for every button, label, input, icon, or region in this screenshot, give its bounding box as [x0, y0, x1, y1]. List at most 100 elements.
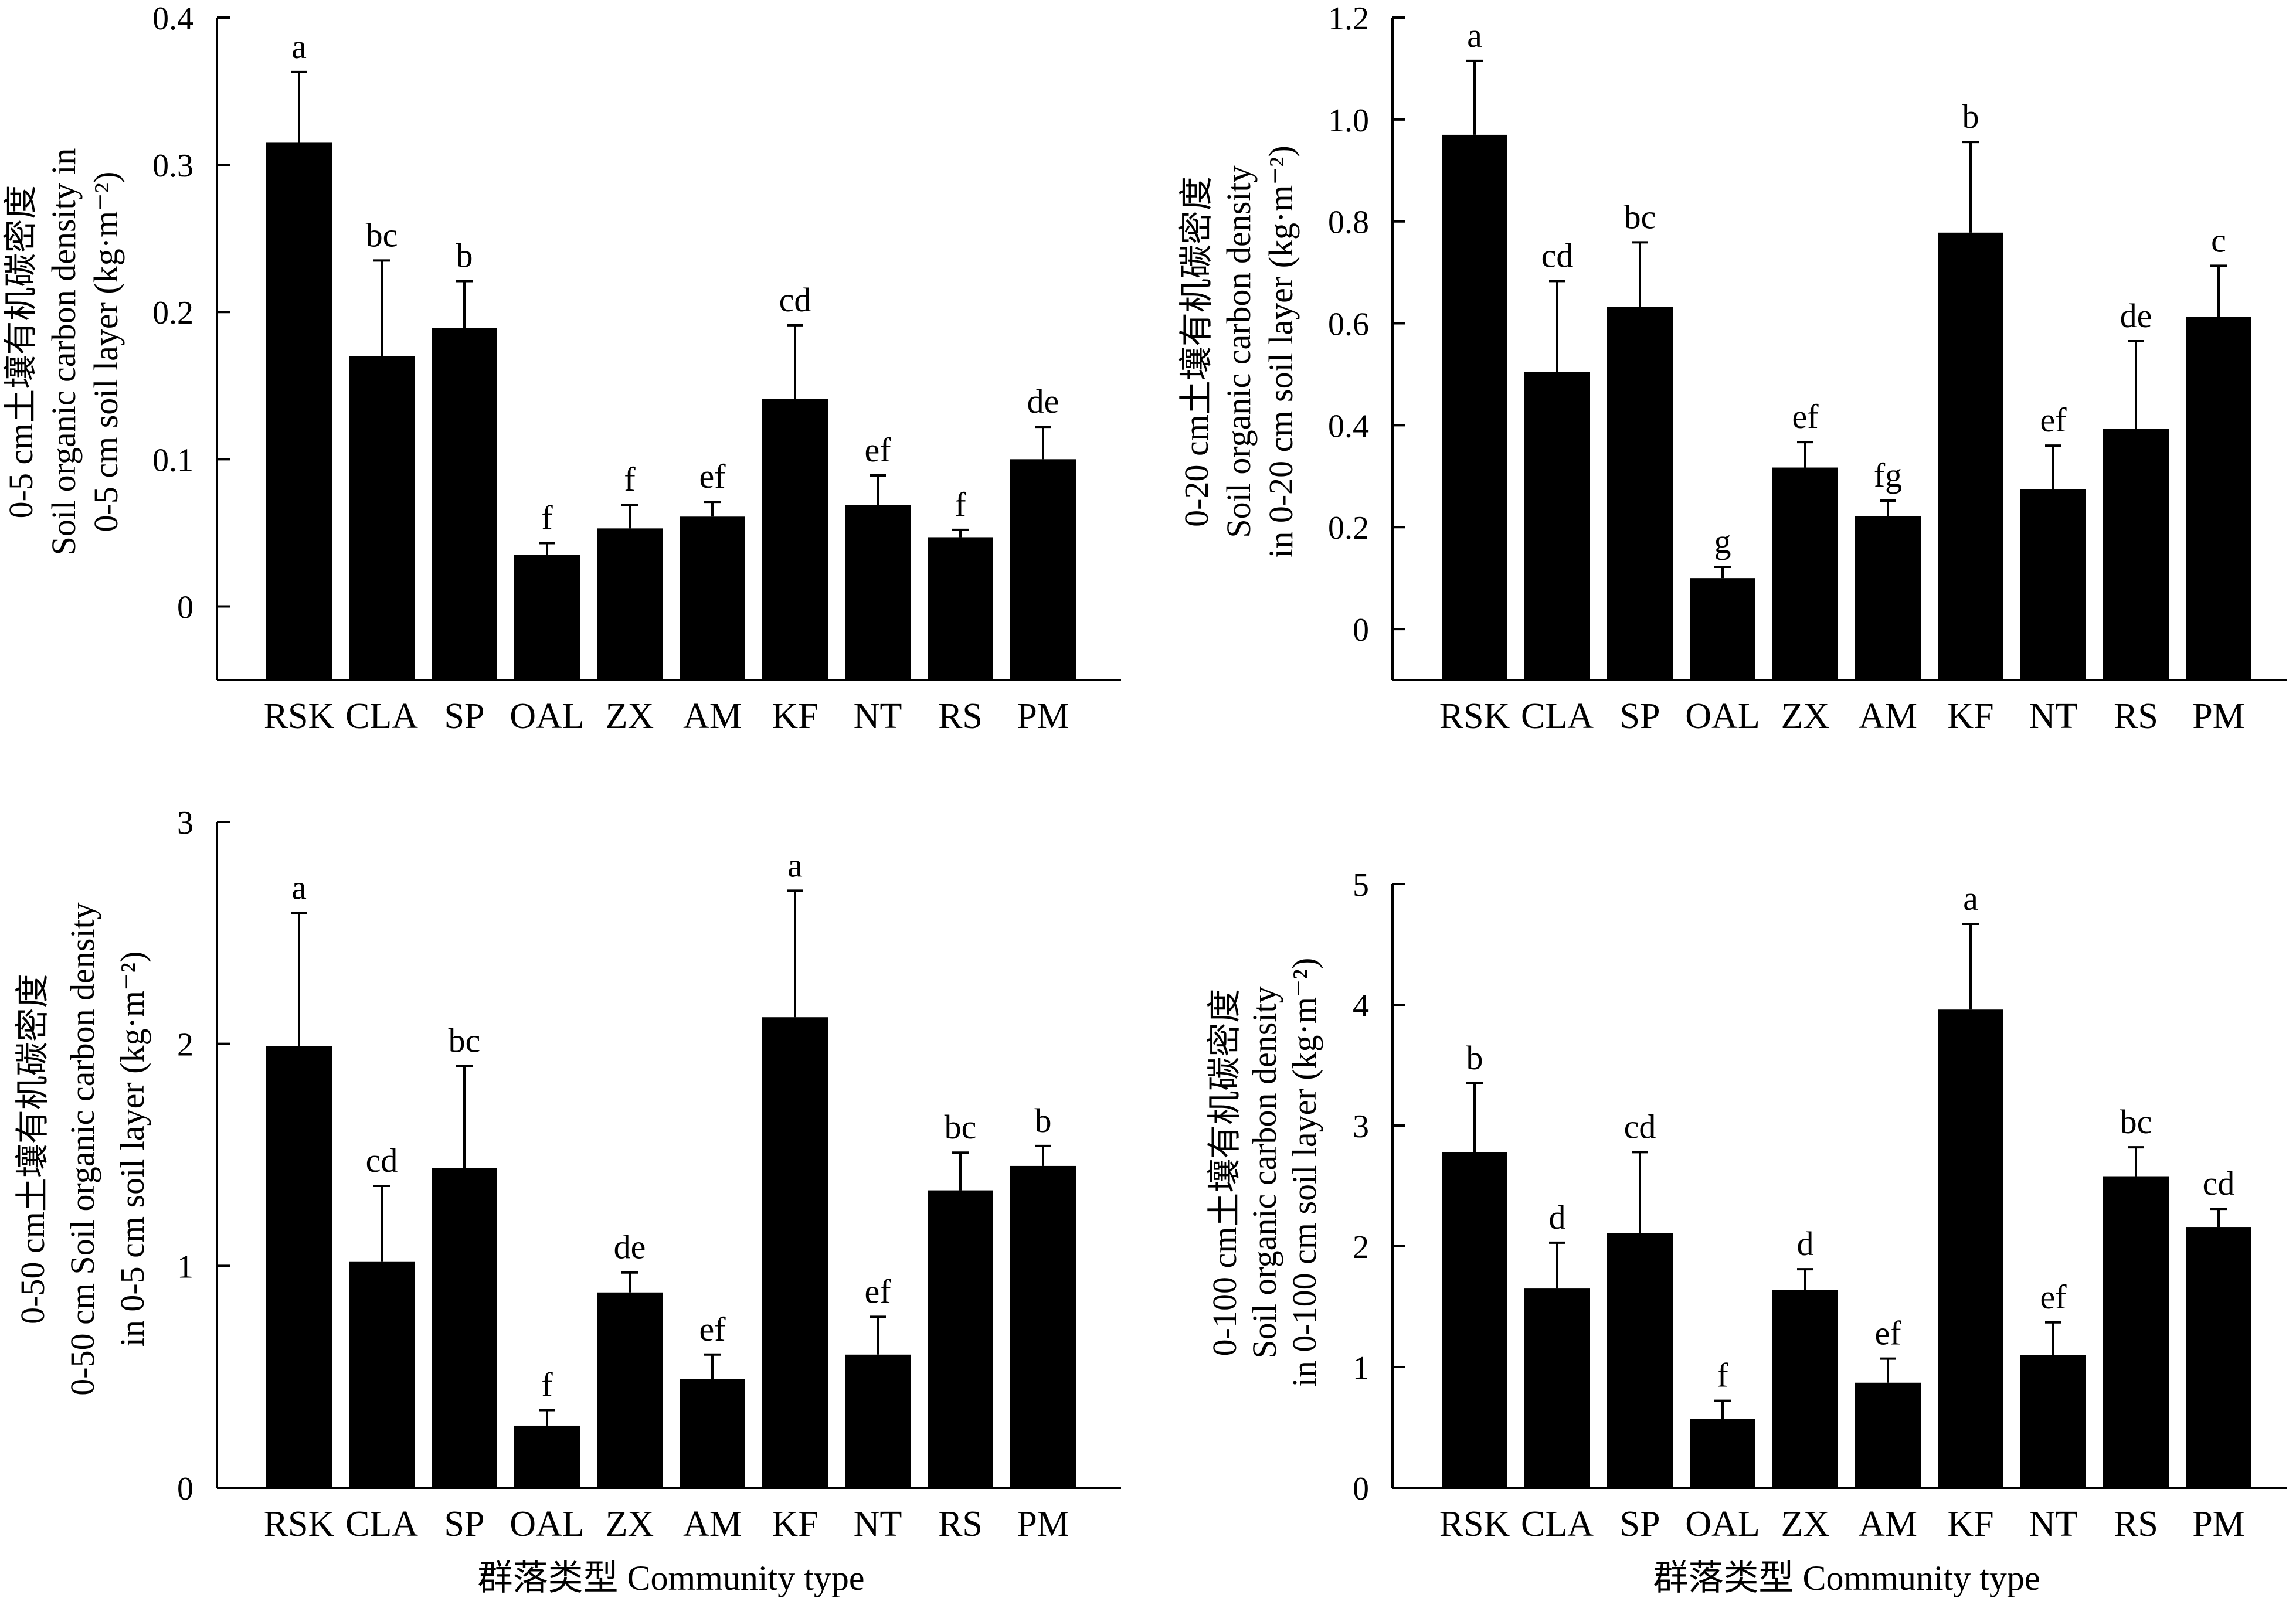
bar: [1938, 1009, 2003, 1488]
y-tick-label: 1: [177, 1249, 193, 1285]
category-label: RS: [2114, 696, 2158, 736]
bar: [432, 1168, 497, 1488]
bar: [1772, 1290, 1838, 1488]
bar: [349, 1261, 415, 1488]
significance-letter: ef: [2040, 401, 2067, 439]
y-axis-label-line: in 0-5 cm soil layer (kg·m⁻²): [113, 951, 151, 1347]
category-label: KF: [772, 1504, 818, 1544]
significance-letter: b: [1466, 1039, 1483, 1077]
significance-letter: bc: [2120, 1103, 2152, 1141]
significance-letter: b: [1035, 1101, 1052, 1140]
bar: [1524, 1288, 1590, 1488]
bar: [1607, 1233, 1673, 1488]
y-tick-label: 1.2: [1328, 1, 1369, 37]
y-tick-label: 5: [1353, 867, 1369, 903]
bar: [845, 505, 911, 680]
significance-letter: cd: [1541, 236, 1574, 274]
y-axis-label-line: in 0-100 cm soil layer (kg·m⁻²): [1285, 958, 1323, 1388]
significance-letter: g: [1714, 522, 1731, 560]
significance-letter: a: [1963, 879, 1978, 917]
chart-panel-1: 0 0.1 0.2 0.3 0.4 a RSK bc CLA b SP f OAL f ZX ef AM cd KF…: [2, 1, 1121, 736]
category-label: RSK: [1439, 696, 1510, 736]
bar: [349, 356, 415, 680]
y-tick-label: 4: [1353, 988, 1369, 1024]
y-tick-label: 0.4: [1328, 408, 1369, 444]
category-label: NT: [2029, 696, 2078, 736]
significance-letter: ef: [699, 457, 726, 495]
bar: [1607, 307, 1673, 680]
category-label: SP: [444, 696, 485, 736]
category-label: OAL: [510, 1504, 584, 1544]
category-label: CLA: [345, 1504, 418, 1544]
category-label: RSK: [264, 696, 335, 736]
significance-letter: ef: [2040, 1278, 2067, 1316]
y-tick-label: 0.1: [152, 442, 193, 478]
bar: [514, 555, 580, 680]
y-tick-label: 2: [1353, 1229, 1369, 1266]
x-axis-label: 群落类型 Community type: [1653, 1559, 2040, 1597]
category-label: RS: [938, 696, 983, 736]
bar: [2020, 489, 2086, 680]
bar: [1442, 1152, 1507, 1488]
y-tick-label: 1: [1353, 1350, 1369, 1386]
significance-letter: ef: [1874, 1314, 1901, 1352]
y-tick-label: 0: [1353, 1471, 1369, 1507]
bar: [1010, 459, 1076, 680]
significance-letter: a: [787, 846, 803, 884]
category-label: CLA: [1521, 696, 1594, 736]
significance-letter: cd: [2203, 1164, 2235, 1202]
category-label: PM: [1017, 696, 1069, 736]
category-label: RS: [938, 1504, 983, 1544]
significance-letter: bc: [449, 1022, 481, 1060]
y-axis-label-line: Soil organic carbon density in: [45, 148, 83, 556]
chart-panel-3: 0 1 2 3 a RSK cd CLA bc SP f OAL de ZX ef AM a KF ef NT bc RS…: [13, 805, 1121, 1597]
category-label: ZX: [1781, 696, 1830, 736]
significance-letter: a: [291, 28, 307, 66]
bar: [1855, 1382, 1921, 1488]
bar: [1442, 134, 1507, 680]
significance-letter: de: [2120, 297, 2152, 335]
significance-letter: f: [624, 460, 636, 498]
bar: [597, 528, 663, 680]
significance-letter: de: [1027, 382, 1059, 420]
category-label: SP: [1620, 1504, 1660, 1544]
y-tick-label: 0: [177, 589, 193, 625]
bar: [680, 1379, 745, 1488]
y-axis-label-line: 0-5 cm soil layer (kg·m⁻²): [87, 172, 125, 532]
category-label: RSK: [264, 1504, 335, 1544]
significance-letter: ef: [864, 431, 891, 469]
significance-letter: b: [1962, 97, 1979, 135]
y-tick-label: 0: [1353, 612, 1369, 648]
category-label: AM: [683, 696, 742, 736]
bar: [762, 399, 828, 680]
category-label: PM: [2192, 1504, 2245, 1544]
y-axis-label-line: 0-100 cm土壤有机碳密度: [1205, 989, 1244, 1356]
significance-letter: f: [955, 485, 966, 523]
significance-letter: fg: [1874, 456, 1902, 494]
significance-letter: f: [1717, 1356, 1728, 1395]
chart-panel-4: 0 1 2 3 4 5 b RSK d CLA cd SP f OAL d ZX ef AM a KF ef NT bc RS…: [1205, 867, 2287, 1597]
bar: [762, 1017, 828, 1488]
bar: [266, 1046, 332, 1488]
category-label: CLA: [345, 696, 418, 736]
bar: [1772, 467, 1838, 680]
significance-letter: ef: [1792, 397, 1819, 436]
y-tick-label: 0.8: [1328, 205, 1369, 241]
y-axis-label-line: Soil organic carbon density: [1245, 986, 1283, 1358]
category-label: AM: [683, 1504, 742, 1544]
significance-letter: a: [291, 868, 307, 906]
category-label: PM: [2192, 696, 2245, 736]
significance-letter: a: [1467, 16, 1482, 55]
category-label: ZX: [606, 696, 654, 736]
significance-letter: cd: [366, 1141, 398, 1179]
bar: [2186, 1227, 2251, 1488]
bar: [2186, 317, 2251, 680]
bar: [928, 1190, 993, 1488]
category-label: SP: [1620, 696, 1660, 736]
category-label: RSK: [1439, 1504, 1510, 1544]
y-tick-label: 0.4: [152, 1, 193, 37]
significance-letter: cd: [779, 281, 811, 319]
category-label: KF: [1947, 1504, 1993, 1544]
bar: [597, 1292, 663, 1488]
